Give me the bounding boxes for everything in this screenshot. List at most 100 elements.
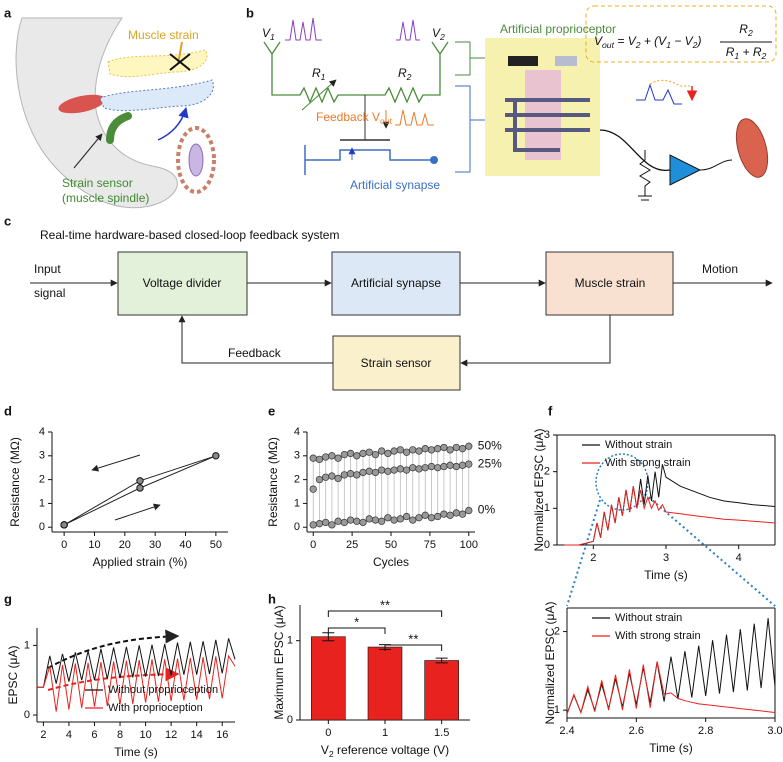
cross [169, 53, 191, 71]
point [365, 448, 373, 456]
y-axis-label: Normalized EPSC (μA) [532, 429, 546, 552]
x-tick-label: 1.5 [434, 727, 449, 739]
x-axis-label: Time (s) [114, 745, 158, 759]
label: Feedback Vout [316, 110, 393, 126]
text-part: 2 [635, 40, 641, 50]
box-label: Strain sensor [361, 356, 432, 370]
x-axis-label: V2 reference voltage (V) [321, 743, 449, 759]
formula: R2 [739, 22, 753, 38]
strain-sensor [106, 112, 132, 144]
bracket [327, 610, 443, 617]
point [409, 464, 417, 472]
electrode [555, 56, 577, 66]
point [384, 514, 392, 522]
point [322, 453, 330, 461]
zoom-line [644, 493, 776, 607]
x-tick-label: 25 [346, 539, 358, 551]
bracket [455, 85, 471, 173]
point [390, 466, 398, 474]
arrow [114, 503, 161, 521]
point [421, 464, 429, 472]
x-axis-label: Time (s) [644, 568, 688, 582]
label: Strain sensor [62, 176, 133, 190]
box [332, 335, 461, 391]
label: Artificial proprioceptor [500, 22, 616, 36]
panel-label: a [4, 5, 12, 20]
series-line [37, 654, 236, 712]
point [378, 447, 386, 455]
point [334, 517, 342, 525]
y-axis-label: EPSC (μA) [6, 646, 20, 705]
point [421, 511, 429, 519]
point [402, 466, 411, 474]
point [415, 465, 423, 473]
formula-box [585, 5, 777, 63]
text-part: R [739, 22, 748, 36]
y-tick-label: 3 [39, 450, 45, 462]
box-label: Voltage divider [143, 276, 222, 290]
text-part: − V [671, 34, 694, 48]
illustration: Muscle strain Strain sensor (muscle spin… [15, 17, 216, 209]
series-line [566, 618, 776, 715]
point [378, 466, 386, 474]
label: Feedback [228, 346, 282, 360]
text-part: V [262, 26, 271, 40]
point [427, 514, 436, 522]
legend-label: With strong strain [615, 630, 701, 642]
bar [367, 646, 403, 721]
y-tick-label: 3 [294, 450, 300, 462]
bar [424, 660, 459, 721]
label: (muscle spindle) [62, 191, 149, 205]
y-tick-label: 4 [39, 426, 45, 438]
point [328, 521, 336, 529]
x-tick-label: 2.8 [698, 725, 713, 737]
text-part: 1 [270, 32, 275, 42]
point [446, 461, 454, 469]
text-part: V [594, 34, 603, 48]
x-tick-label: 10 [139, 729, 151, 741]
legend-label: Without strain [605, 439, 672, 451]
y-tick-label: 2 [39, 474, 45, 486]
point [421, 445, 429, 453]
y-tick-label: 0 [39, 521, 45, 533]
panel-label: f [548, 403, 553, 418]
point [315, 475, 324, 484]
label: Artificial synapse [350, 178, 440, 192]
point [465, 506, 473, 515]
point [346, 470, 355, 478]
text-part: + R [739, 45, 762, 59]
x-tick-label: 50 [210, 539, 222, 551]
point [340, 471, 348, 479]
x-tick-label: 4 [736, 552, 742, 564]
point [359, 468, 367, 477]
point [452, 462, 460, 471]
y-tick-label: 2 [554, 625, 560, 637]
text-part: V [432, 26, 441, 40]
text-part: out [380, 116, 393, 126]
zoom-line [566, 499, 601, 607]
legend-label: With proprioception [108, 702, 203, 714]
significance: ** [408, 631, 418, 646]
formula: Vout = V2 + (V1 − V2) [594, 34, 701, 50]
text-part: + (V [641, 34, 668, 48]
x-tick-label: 2 [590, 552, 596, 564]
point [452, 509, 460, 517]
x-tick-label: 0 [61, 539, 67, 551]
panel-label: g [4, 591, 12, 606]
point [390, 516, 398, 524]
electrode [508, 56, 538, 66]
x-tick-label: 0 [310, 539, 316, 551]
flow-title: Real-time hardware-based closed-loop fee… [40, 228, 339, 242]
amplifier [669, 154, 702, 186]
y-axis-label: Maximum EPSC (μA) [272, 605, 286, 719]
point [440, 443, 448, 452]
point [60, 521, 68, 529]
point [315, 520, 324, 528]
x-tick-label: 4 [66, 729, 72, 741]
x-tick-label: 6 [91, 729, 97, 741]
x-tick-label: 3.0 [767, 725, 782, 737]
point [396, 465, 404, 473]
waveform [285, 17, 322, 41]
box-label: Muscle strain [575, 276, 646, 290]
series-line [37, 638, 236, 688]
